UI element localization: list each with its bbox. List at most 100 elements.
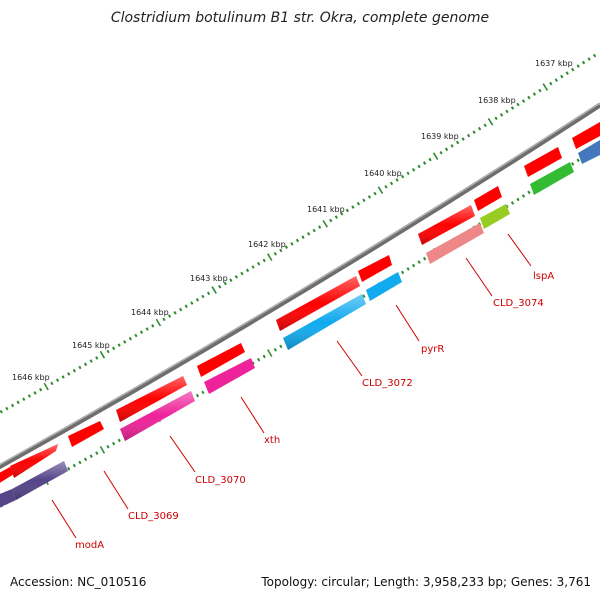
minor-tick	[206, 291, 211, 296]
major-tick	[211, 286, 217, 294]
minor-tick	[505, 109, 509, 114]
accession-text: Accession: NC_010516	[10, 575, 147, 589]
minor-tick	[373, 191, 377, 196]
minor-tick	[428, 157, 432, 162]
major-tick	[99, 446, 106, 454]
minor-tick	[16, 400, 20, 405]
minor-tick	[510, 106, 515, 110]
minor-tick	[400, 174, 405, 179]
minor-tick	[184, 304, 188, 309]
gene-pyrR[interactable]	[366, 272, 402, 301]
scale-label-1643: 1643 kbp	[190, 274, 228, 283]
minor-tick	[312, 228, 316, 233]
minor-tick	[83, 362, 88, 367]
minor-tick	[78, 460, 82, 465]
minor-tick	[95, 451, 99, 455]
minor-tick	[422, 161, 427, 165]
gene-forward[interactable]	[524, 147, 562, 177]
scale-label-1639: 1639 kbp	[421, 132, 459, 141]
minor-tick	[532, 92, 537, 96]
minor-tick	[251, 265, 255, 269]
minor-tick	[417, 164, 421, 169]
scale-label-1642: 1642 kbp	[248, 240, 286, 249]
minor-tick	[351, 205, 355, 209]
gene-forward[interactable]	[572, 122, 600, 149]
gene-forward[interactable]	[68, 421, 104, 447]
gene-label-xth: xth	[264, 435, 280, 446]
major-tick	[487, 117, 494, 126]
scale-label-1640: 1640 kbp	[364, 169, 402, 178]
minor-tick	[560, 74, 564, 79]
gene-forward[interactable]	[358, 255, 392, 282]
minor-tick	[72, 463, 76, 468]
minor-tick	[406, 171, 410, 176]
major-tick	[432, 152, 439, 161]
gene-CLD-3074[interactable]	[426, 223, 484, 264]
minor-tick	[162, 317, 166, 322]
topology-text: Topology: circular; Length: 3,958,233 bp…	[261, 575, 591, 589]
minor-tick	[527, 95, 531, 100]
minor-tick	[117, 343, 121, 347]
scale-label-1644: 1644 kbp	[131, 308, 169, 317]
gene-blue[interactable]	[578, 140, 600, 164]
major-tick	[267, 253, 273, 261]
gene-xth[interactable]	[204, 358, 255, 394]
leader-xth	[240, 396, 265, 434]
gene-green[interactable]	[530, 162, 574, 195]
minor-tick	[565, 71, 569, 75]
minor-tick	[576, 158, 580, 163]
gene-label-modA: modA	[75, 540, 104, 551]
gene-label-CLD-3070: CLD_3070	[195, 475, 246, 486]
gene-label-CLD-3069: CLD_3069	[128, 511, 179, 522]
minor-tick	[455, 140, 460, 145]
scale-label-1646: 1646 kbp	[12, 373, 50, 382]
gene-forward[interactable]	[197, 343, 245, 377]
minor-tick	[389, 181, 394, 186]
major-tick	[267, 349, 273, 357]
minor-tick	[5, 406, 9, 411]
minor-tick	[587, 57, 591, 61]
leader-CLD-3070	[169, 435, 196, 473]
minor-tick	[167, 314, 172, 318]
gene-lspA[interactable]	[480, 204, 510, 229]
minor-tick	[106, 349, 110, 354]
leader-CLD-3074	[465, 257, 493, 297]
minor-tick	[290, 242, 294, 246]
gene-forward[interactable]	[0, 467, 14, 489]
minor-tick	[422, 256, 427, 261]
minor-tick	[223, 281, 227, 286]
minor-tick	[345, 208, 349, 213]
minor-tick	[581, 60, 586, 65]
minor-tick	[395, 178, 399, 182]
gene-forward[interactable]	[474, 186, 502, 211]
major-tick	[377, 186, 384, 195]
minor-tick	[554, 78, 558, 82]
minor-tick	[340, 211, 344, 216]
minor-tick	[510, 201, 515, 205]
gene-label-CLD-3074: CLD_3074	[493, 298, 544, 309]
minor-tick	[10, 403, 15, 408]
minor-tick	[516, 197, 520, 202]
minor-tick	[106, 445, 110, 449]
minor-tick	[134, 333, 138, 338]
minor-tick	[367, 195, 372, 199]
minor-tick	[179, 307, 183, 312]
gene-label-CLD-3072: CLD_3072	[362, 378, 413, 389]
gene-label-lspA: lspA	[533, 271, 554, 282]
minor-tick	[499, 113, 504, 117]
minor-tick	[450, 144, 454, 148]
minor-tick	[218, 284, 222, 289]
minor-tick	[27, 394, 31, 398]
major-tick	[43, 382, 49, 391]
gene-shading	[10, 205, 475, 500]
minor-tick	[362, 294, 366, 299]
minor-tick	[538, 88, 542, 93]
minor-tick	[329, 218, 333, 223]
minor-tick	[527, 190, 531, 195]
minor-tick	[571, 67, 575, 72]
gene-modA-prev[interactable]	[0, 489, 16, 512]
leader-modA	[51, 499, 77, 539]
minor-tick	[406, 267, 410, 271]
minor-tick	[145, 327, 149, 331]
